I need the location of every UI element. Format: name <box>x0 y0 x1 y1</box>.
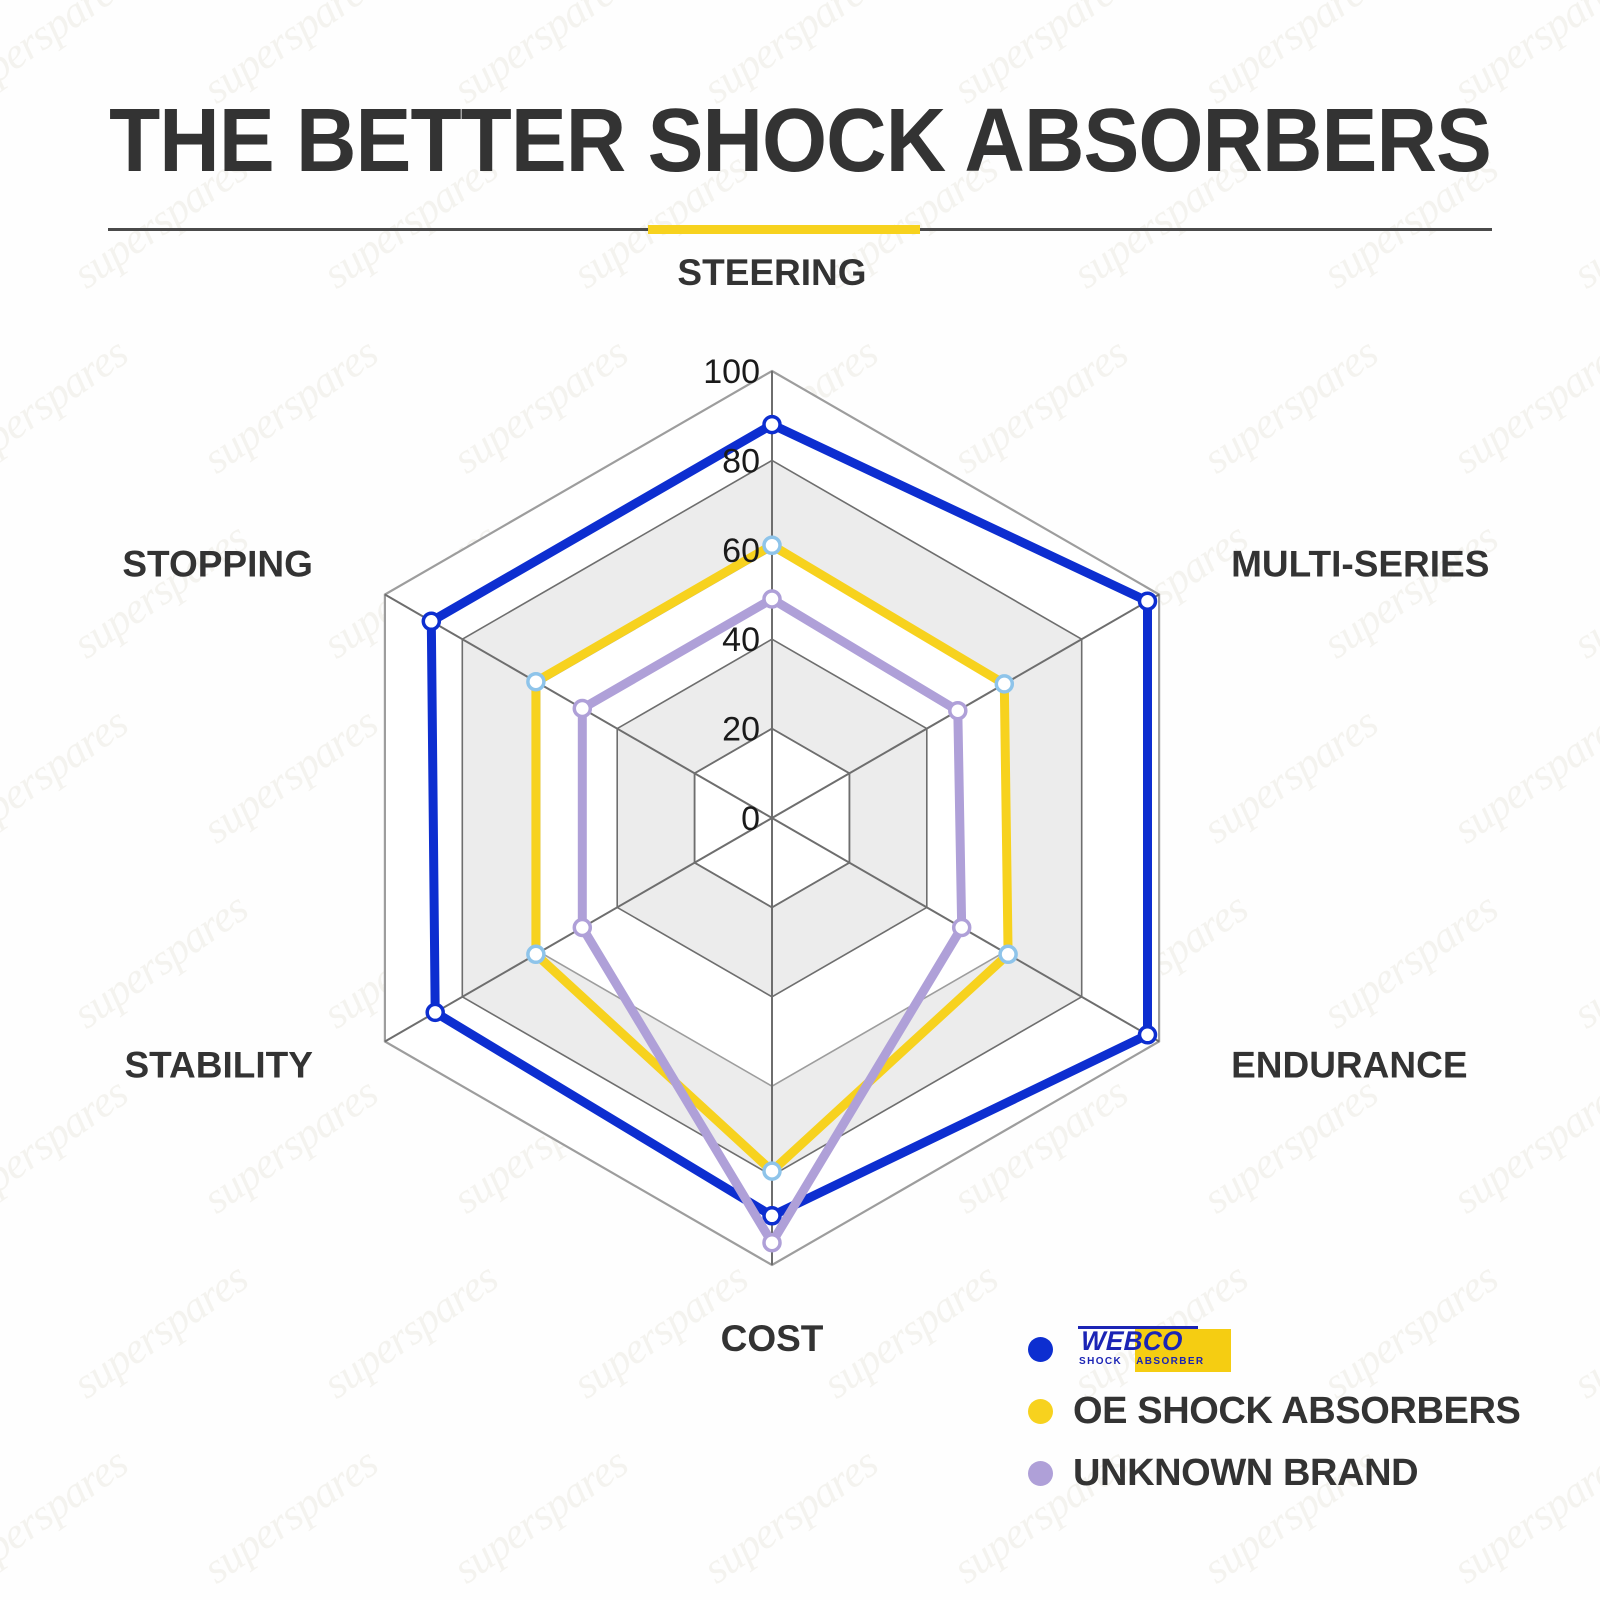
radar-point <box>762 414 782 435</box>
webco-logo-subtitle: SHOCK ABSORBER <box>1079 1357 1229 1367</box>
radar-point <box>1137 591 1158 611</box>
radar-point <box>951 917 972 938</box>
radial-tick-20: 20 <box>722 711 760 749</box>
radar-point <box>762 1161 782 1181</box>
webco-logo: WEBCO SHOCK ABSORBER <box>1073 1326 1231 1372</box>
radar-point <box>425 1002 445 1023</box>
radar-point <box>762 535 782 556</box>
axis-label-endurance: ENDURANCE <box>1231 1045 1467 1086</box>
legend-swatch-webco <box>1028 1336 1053 1362</box>
legend-label-unknown: UNKNOWN BRAND <box>1073 1451 1419 1494</box>
webco-subtitle-right: ABSORBER <box>1136 1356 1205 1367</box>
radar-series-unknown-brand <box>572 589 972 1253</box>
radar-point <box>526 944 546 965</box>
radar-point <box>762 1206 782 1226</box>
legend-label-oe: OE SHOCK ABSORBERS <box>1073 1389 1521 1432</box>
title-block: THE BETTER SHOCK ABSORBERS <box>0 96 1600 186</box>
radar-point <box>526 671 546 692</box>
webco-logo-rule <box>1078 1326 1198 1329</box>
axis-label-cost: COST <box>721 1318 824 1359</box>
radial-tick-80: 80 <box>722 442 760 480</box>
radar-series-layer <box>421 414 1158 1253</box>
webco-subtitle-left: SHOCK <box>1079 1356 1123 1367</box>
legend: WEBCO SHOCK ABSORBER OE SHOCK ABSORBERS … <box>1028 1318 1548 1504</box>
webco-logo-plate <box>1135 1329 1231 1372</box>
radar-point <box>421 611 442 632</box>
radial-tick-40: 40 <box>722 621 760 659</box>
radar-point <box>1137 1025 1158 1045</box>
legend-swatch-unknown <box>1028 1460 1053 1486</box>
radar-point <box>762 1232 782 1253</box>
axis-label-multi-series: MULTI-SERIES <box>1231 544 1489 585</box>
radar-tick-labels: 0 20 40 60 80 100 <box>703 353 760 838</box>
legend-item-webco[interactable]: WEBCO SHOCK ABSORBER <box>1028 1318 1548 1380</box>
radar-axis-labels: STEERING MULTI-SERIES ENDURANCE COST STABILI… <box>122 252 1489 1359</box>
title-divider-accent <box>648 225 920 234</box>
radar-point <box>994 674 1015 694</box>
radial-tick-100: 100 <box>703 353 760 391</box>
radar-point <box>572 698 593 719</box>
radial-tick-0: 0 <box>741 800 760 838</box>
axis-label-stopping: STOPPING <box>122 544 313 585</box>
legend-swatch-oe <box>1028 1398 1053 1424</box>
webco-logo-wordmark: WEBCO <box>1080 1326 1184 1356</box>
radial-tick-60: 60 <box>722 532 760 570</box>
radar-series-oe-shock-absorbers <box>526 535 1018 1181</box>
page-title: THE BETTER SHOCK ABSORBERS <box>109 91 1492 191</box>
radar-point <box>998 944 1018 965</box>
radar-point <box>572 917 593 938</box>
axis-label-stability: STABILITY <box>124 1045 313 1086</box>
legend-item-oe[interactable]: OE SHOCK ABSORBERS <box>1028 1380 1548 1442</box>
legend-item-unknown[interactable]: UNKNOWN BRAND <box>1028 1442 1548 1504</box>
axis-label-steering: STEERING <box>677 252 866 293</box>
radar-series-webco <box>421 414 1158 1226</box>
radar-point <box>762 589 782 609</box>
radar-point <box>948 700 968 721</box>
